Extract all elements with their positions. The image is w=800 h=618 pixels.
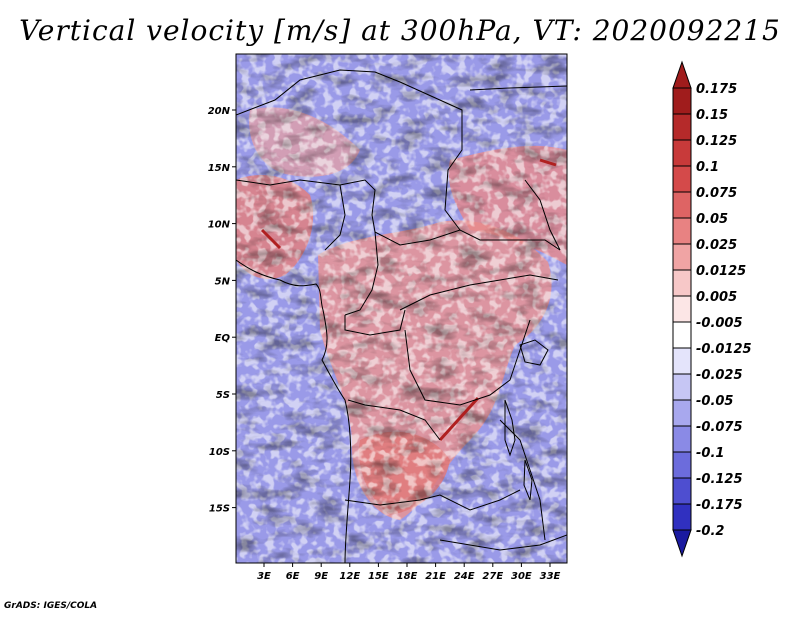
coastline-west-africa	[236, 259, 352, 563]
lake-outline	[504, 399, 516, 457]
colorbar-label: 0.075	[696, 186, 737, 201]
colorbar-segment	[672, 295, 692, 323]
x-tick-label: 9E	[314, 571, 328, 582]
colorbar-segment	[672, 113, 692, 141]
strong-ascent-streak	[260, 228, 282, 250]
y-tick-label: 10S	[209, 447, 230, 458]
colorbar-segment	[672, 243, 692, 271]
colorbar-segment	[672, 477, 692, 505]
colorbar-label: 0.175	[696, 82, 737, 97]
x-tick-label: 33E	[540, 571, 561, 582]
border-line	[344, 309, 406, 336]
colorbar-label: 0.1	[696, 160, 719, 175]
grads-credit: GrADS: IGES/COLA	[4, 601, 98, 611]
political-boundaries	[236, 69, 567, 563]
border-line	[374, 229, 561, 251]
x-tick-label: 24E	[454, 571, 475, 582]
strong-ascent-streak	[438, 396, 480, 442]
colorbar-top-arrow	[672, 60, 692, 89]
colorbar-segment	[672, 269, 692, 297]
border-line	[344, 231, 379, 316]
colorbar-label: -0.005	[696, 316, 743, 331]
y-tick-label: 15N	[208, 163, 231, 174]
lake-outline	[523, 459, 533, 501]
colorbar-label: 0.15	[696, 108, 728, 123]
border-line	[324, 184, 346, 251]
border-line	[399, 274, 559, 311]
colorbar-label: 0.125	[696, 134, 737, 149]
colorbar-label: -0.05	[696, 394, 733, 409]
colorbar: 0.175 0.15 0.125 0.1 0.075 0.05 0.025 0.0125 0.0…	[672, 60, 752, 558]
colorbar-segment	[672, 217, 692, 245]
x-tick-label: 27E	[482, 571, 503, 582]
vertical-velocity-field	[236, 54, 567, 563]
y-tick-label: 10N	[208, 220, 231, 231]
plot-frame	[235, 53, 568, 564]
colorbar-label: -0.0125	[696, 342, 752, 357]
border-line	[439, 534, 567, 551]
colorbar-label: 0.05	[696, 212, 728, 227]
map-title: Vertical velocity [m/s] at 300hPa, VT: 2…	[19, 14, 781, 47]
x-tick-label: 30E	[511, 571, 532, 582]
border-line	[344, 489, 521, 511]
colorbar-segment	[672, 399, 692, 427]
x-axis: 3E 6E 9E 12E 15E 18E 21E 24E 27E 30E 33E	[257, 563, 561, 582]
strong-ascent-streak	[539, 158, 557, 167]
lake-outline	[519, 339, 549, 366]
colorbar-label: -0.075	[696, 420, 743, 435]
colorbar-label: 0.025	[696, 238, 737, 253]
colorbar-label: -0.1	[696, 446, 724, 461]
border-line	[469, 85, 567, 91]
colorbar-label: -0.175	[696, 498, 743, 513]
border-line	[236, 179, 376, 233]
colorbar-segment	[672, 347, 692, 375]
colorbar-segment	[672, 503, 692, 531]
border-line	[347, 399, 441, 441]
colorbar-label: 0.0125	[696, 264, 746, 279]
colorbar-segment	[672, 165, 692, 193]
colorbar-label: -0.125	[696, 472, 743, 487]
x-tick-label: 21E	[425, 571, 446, 582]
x-tick-label: 15E	[368, 571, 389, 582]
colorbar-label: -0.2	[696, 524, 724, 539]
colorbar-segment	[672, 321, 692, 349]
colorbar-segment	[672, 87, 692, 115]
colorbar-segment	[672, 191, 692, 219]
border-line	[404, 319, 531, 406]
y-tick-label: 5N	[215, 276, 231, 287]
y-axis: 20N 15N 10N 5N EQ 5S 10S 15S	[208, 106, 236, 515]
x-tick-label: 18E	[397, 571, 418, 582]
border-line	[236, 69, 463, 231]
y-tick-label: 5S	[216, 390, 230, 401]
colorbar-segment	[672, 139, 692, 167]
colorbar-label: 0.005	[696, 290, 737, 305]
colorbar-segment	[672, 425, 692, 453]
x-tick-label: 12E	[339, 571, 360, 582]
y-tick-label: 15S	[209, 504, 230, 515]
border-line	[524, 179, 561, 251]
colorbar-bottom-arrow	[672, 529, 692, 558]
colorbar-label: -0.025	[696, 368, 743, 383]
y-tick-label: 20N	[208, 106, 231, 117]
y-tick-label: EQ	[215, 333, 231, 344]
colorbar-segment	[672, 451, 692, 479]
colorbar-segment	[672, 373, 692, 401]
x-tick-label: 3E	[257, 571, 271, 582]
border-line	[499, 419, 546, 541]
x-tick-label: 6E	[286, 571, 300, 582]
